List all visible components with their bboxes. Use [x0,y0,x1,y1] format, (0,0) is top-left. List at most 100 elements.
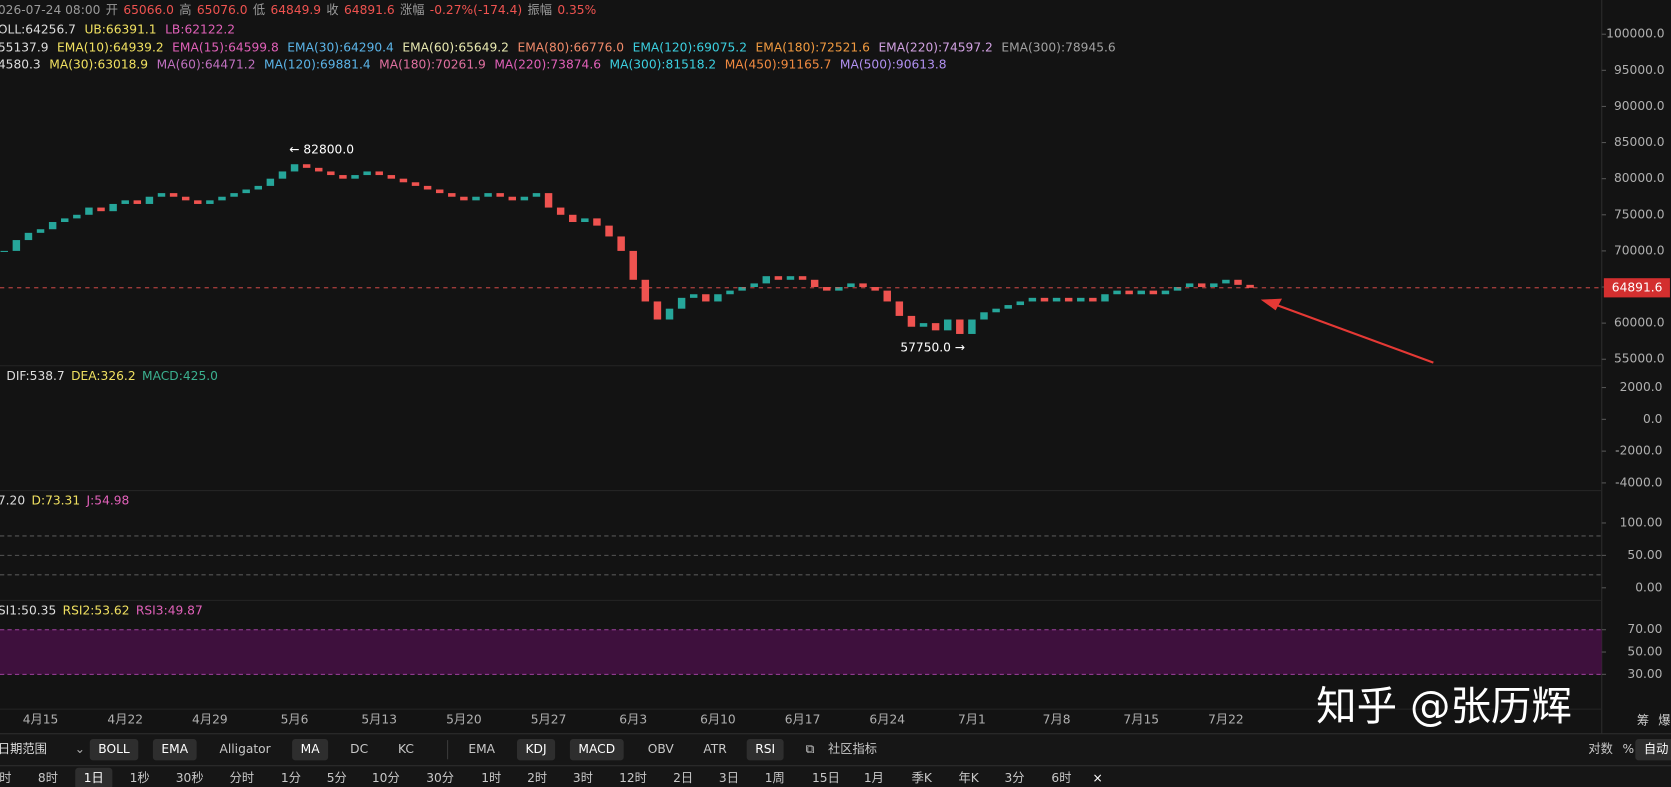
legend-item: MA(500):90613.8 [840,58,947,72]
toolbar-button[interactable]: Alligator [220,742,272,756]
candle [1052,297,1061,302]
candle [835,287,843,291]
candle [544,193,553,208]
candle [1077,297,1085,302]
extreme-label: ← 82800.0 [289,142,354,156]
toolbar-button[interactable]: 1周 [765,771,785,785]
toolbar-button[interactable]: 8时 [38,771,58,785]
legend-item: 收 [326,3,338,17]
candle [181,196,190,201]
legend-item: 64891.6 [344,3,395,17]
toolbar-button[interactable]: KDJ [525,742,546,756]
last-price-label: 64891.6 [1612,280,1663,294]
legend-item: 65076.0 [197,3,248,17]
toolbar-button[interactable]: 1时 [481,771,501,785]
toolbar-button[interactable]: MACD [578,742,615,756]
candle [194,200,202,204]
toolbar-button[interactable]: 5分 [327,771,347,785]
x-tick-label: 4月15 [23,712,59,726]
legend-item: MACD:425.0 [142,369,218,383]
candle [1222,279,1230,284]
candle [363,171,371,176]
candle [73,214,81,219]
candle [375,171,383,176]
toolbar-button[interactable]: EMA [468,742,495,756]
candle [36,229,45,233]
candle [1016,301,1025,306]
legend-item: EMA(180):72521.6 [756,40,871,54]
candle [653,301,662,320]
candle [266,178,275,186]
toolbar-button[interactable]: 对数 [1588,741,1612,756]
toolbar-bg [0,733,1671,787]
candle [1089,297,1097,302]
toolbar-button[interactable]: 10分 [372,771,400,785]
toolbar-button[interactable]: 社区指标 [828,741,877,756]
toolbar-button[interactable]: 分时 [230,771,254,785]
candle [956,319,964,334]
toolbar-button[interactable]: 2时 [527,771,547,785]
legend-item: EMA(220):74597.2 [878,40,992,54]
candle [133,200,142,204]
toolbar-button[interactable]: MA [301,742,321,756]
candle [1210,283,1218,288]
x-tick-label: 6月17 [785,712,821,726]
candle [702,294,710,302]
candle [738,287,746,291]
candle [810,279,819,288]
toolbar-button[interactable]: 15日 [812,771,840,785]
toolbar-button[interactable]: 3分 [1005,771,1025,785]
candle [556,207,565,215]
toolbar-button[interactable]: 时 [0,771,11,785]
legend-item: SI1:50.35 [0,604,56,618]
y-tick-label: 85000.0 [1614,135,1665,149]
candle [1161,290,1170,295]
candle [460,196,468,201]
toolbar-button[interactable]: 3时 [573,771,593,785]
x-tick-label: 5月20 [446,712,482,726]
toolbar-button[interactable]: 1月 [864,771,884,785]
toolbar-button[interactable]: 1秒 [130,771,150,785]
side-tab[interactable]: 筹 [1637,713,1649,727]
toolbar-button[interactable]: 3日 [719,771,739,785]
toolbar-button[interactable]: 2日 [673,771,693,785]
extreme-label: 57750.0 → [900,340,965,354]
watermark: 知乎 @张历辉 [1316,682,1572,730]
candle [883,290,891,302]
candle [1028,297,1037,302]
toolbar-button[interactable]: DC [350,742,368,756]
arrow [1273,302,1434,364]
candle [109,203,117,212]
toolbar-button[interactable]: 自动 [1644,742,1668,756]
toolbar-button[interactable]: BOLL [98,742,130,756]
toolbar-button[interactable]: KC [398,742,414,756]
toolbar-button[interactable]: 季K [912,771,933,785]
candle [786,276,795,280]
range-selector[interactable]: 日期范围 [0,742,47,756]
candle [339,175,347,179]
x-tick-label: 5月13 [361,712,397,726]
toolbar-button[interactable]: EMA [161,742,188,756]
candle [714,294,722,302]
candle [508,196,517,201]
legend-item: 低 [253,3,265,17]
toolbar-button[interactable]: 30秒 [176,771,204,785]
toolbar-button[interactable]: 1日 [84,771,104,785]
toolbar-button[interactable]: RSI [755,742,775,756]
toolbar-button[interactable]: % [1623,742,1635,756]
y-tick-label: 30.00 [1627,667,1662,681]
button-bg [152,739,197,761]
side-tab[interactable]: 爆 [1658,713,1670,727]
candle [762,276,771,284]
toolbar-button[interactable]: 年K [959,771,980,785]
toolbar-button[interactable]: 30分 [426,771,454,785]
candle [1064,297,1073,302]
toolbar-button[interactable]: 1分 [281,771,301,785]
toolbar-button[interactable]: ATR [703,742,727,756]
toolbar-button[interactable]: OBV [648,742,675,756]
y-tick-label: 0.00 [1635,580,1662,594]
candle [121,200,129,204]
toolbar-button[interactable]: 6时 [1051,771,1071,785]
toolbar-button[interactable]: 12时 [619,771,647,785]
toolbar-button[interactable]: × [1093,771,1103,785]
